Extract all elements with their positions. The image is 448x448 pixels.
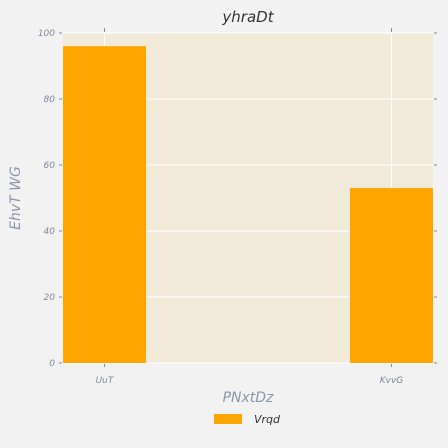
x-tick-label: KvvG <box>380 376 404 386</box>
legend-swatch <box>214 414 242 424</box>
bars <box>63 46 433 363</box>
bar-UuT <box>63 46 146 363</box>
y-tick-label: 20 <box>44 293 56 303</box>
legend: Vrqd <box>214 413 281 426</box>
y-tick-label: 60 <box>44 161 56 171</box>
y-axis-label: EhvT WG <box>8 166 24 230</box>
x-tick-label: UuT <box>96 376 115 386</box>
x-axis-label: PNxtDz <box>223 390 274 406</box>
x-axis-ticks: UuT KvvG <box>96 28 404 386</box>
y-axis-ticks: 0 20 40 60 80 100 <box>38 29 437 369</box>
y-tick-label: 40 <box>44 227 56 237</box>
chart-title: yhraDt <box>221 8 274 26</box>
bar-KvvG <box>350 188 433 363</box>
legend-label: Vrqd <box>254 413 281 426</box>
y-tick-label: 100 <box>38 29 55 39</box>
y-tick-label: 80 <box>44 95 56 105</box>
y-tick-label: 0 <box>49 359 55 369</box>
